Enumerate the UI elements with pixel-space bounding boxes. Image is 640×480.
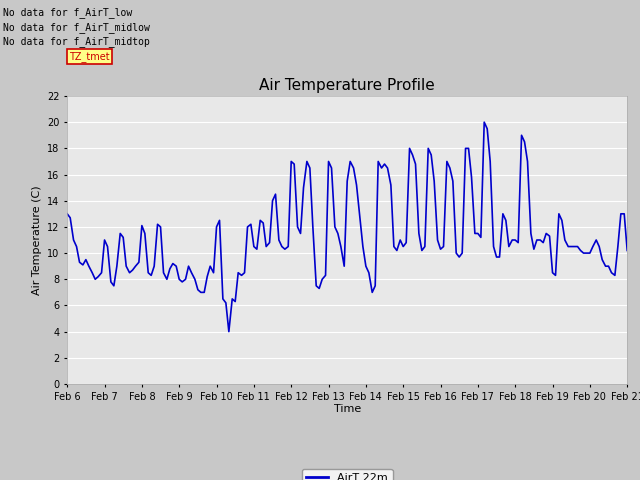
Legend: AirT 22m: AirT 22m — [302, 469, 392, 480]
Text: TZ_tmet: TZ_tmet — [69, 51, 109, 62]
Text: No data for f_AirT_midtop: No data for f_AirT_midtop — [3, 36, 150, 47]
Y-axis label: Air Temperature (C): Air Temperature (C) — [31, 185, 42, 295]
Title: Air Temperature Profile: Air Temperature Profile — [259, 78, 435, 94]
Text: No data for f_AirT_midlow: No data for f_AirT_midlow — [3, 22, 150, 33]
X-axis label: Time: Time — [333, 405, 361, 414]
Text: No data for f_AirT_low: No data for f_AirT_low — [3, 7, 132, 18]
